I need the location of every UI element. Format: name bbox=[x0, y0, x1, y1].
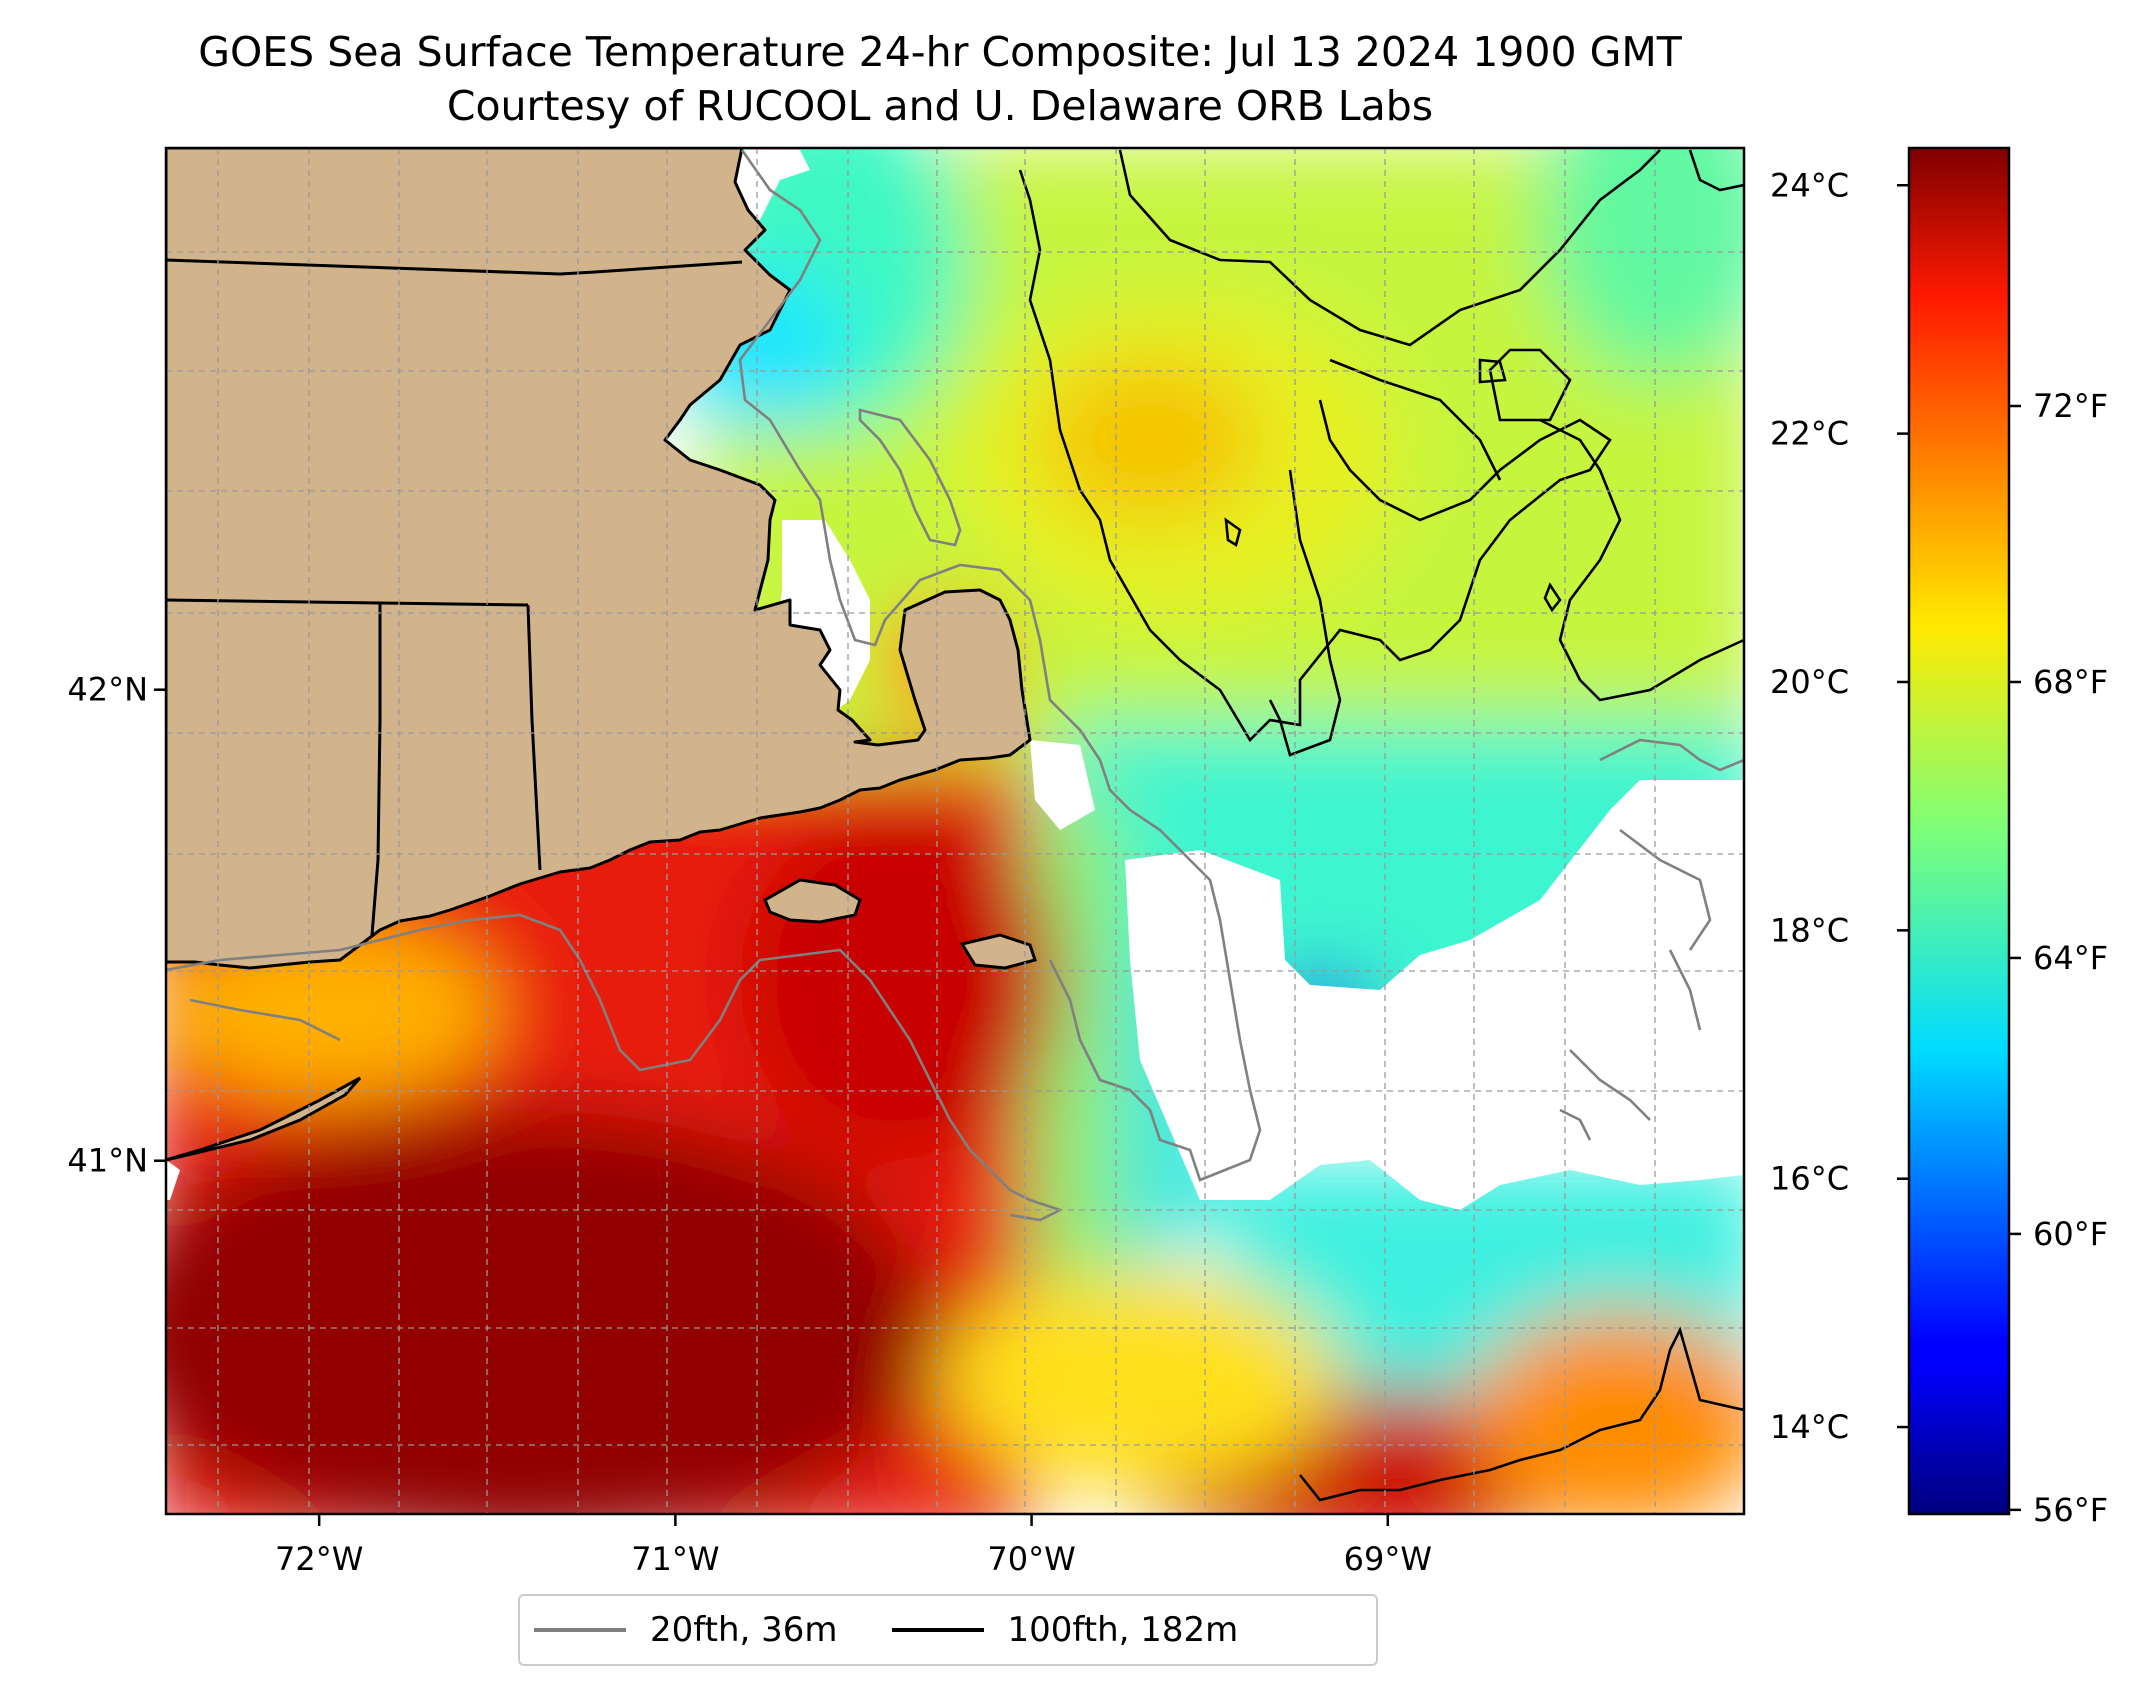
sst-yellow-band bbox=[940, 1270, 1340, 1490]
legend-item-100fth: 100fth, 182m bbox=[891, 1610, 1239, 1650]
map-title: GOES Sea Surface Temperature 24-hr Compo… bbox=[198, 28, 1682, 76]
celsius-tick-label: 24°C bbox=[1770, 166, 1849, 204]
legend-line-20fth bbox=[534, 1628, 626, 1632]
fahrenheit-tick-group: 72°F 68°F 64°F 60°F 56°F bbox=[2009, 387, 2108, 1529]
legend-item-20fth: 20fth, 36m bbox=[534, 1610, 838, 1650]
legend-label-20fth: 20fth, 36m bbox=[650, 1610, 838, 1650]
celsius-tick-group: 24°C 22°C 20°C 18°C 16°C 14°C bbox=[1770, 166, 1909, 1446]
legend-label-100fth: 100fth, 182m bbox=[1007, 1610, 1239, 1650]
celsius-tick-label: 14°C bbox=[1770, 1408, 1849, 1446]
sst-warm-core-south bbox=[166, 1110, 940, 1514]
fahrenheit-tick-label: 60°F bbox=[2033, 1215, 2108, 1253]
lon-tick-label: 70°W bbox=[987, 1540, 1075, 1578]
contour-legend: 20fth, 36m 100fth, 182m bbox=[518, 1594, 1378, 1666]
land-marthas-vineyard bbox=[763, 878, 862, 924]
gridlines bbox=[166, 148, 1744, 1514]
celsius-tick-label: 18°C bbox=[1770, 911, 1849, 949]
sst-warm-far-southeast bbox=[1470, 1310, 1744, 1514]
map-frame bbox=[164, 146, 1746, 1516]
lat-tick-group: 42°N 41°N bbox=[67, 671, 166, 1180]
land-nantucket bbox=[959, 933, 1037, 970]
contour-20fth bbox=[166, 149, 1744, 1222]
fahrenheit-tick-label: 56°F bbox=[2033, 1491, 2108, 1529]
lon-tick-label: 72°W bbox=[275, 1540, 363, 1578]
fahrenheit-tick-label: 72°F bbox=[2033, 387, 2108, 425]
land-mass bbox=[166, 148, 1032, 970]
fahrenheit-tick-label: 64°F bbox=[2033, 939, 2108, 977]
lat-tick-label: 41°N bbox=[67, 1142, 148, 1180]
sst-warm-spot bbox=[1040, 360, 1260, 520]
lon-tick-label: 69°W bbox=[1344, 1540, 1432, 1578]
map-subtitle: Courtesy of RUCOOL and U. Delaware ORB L… bbox=[446, 82, 1434, 130]
lat-tick-label: 42°N bbox=[67, 671, 148, 709]
lon-tick-group: 72°W 71°W 70°W 69°W bbox=[275, 1514, 1432, 1578]
legend-line-100fth bbox=[891, 1628, 984, 1632]
celsius-tick-label: 22°C bbox=[1770, 415, 1849, 453]
celsius-tick-label: 16°C bbox=[1770, 1160, 1849, 1198]
sst-cool-northeast bbox=[1540, 148, 1744, 380]
fahrenheit-tick-label: 68°F bbox=[2033, 663, 2108, 701]
colorbar bbox=[1909, 148, 2009, 1514]
celsius-tick-label: 20°C bbox=[1770, 663, 1849, 701]
land-long-island bbox=[166, 1076, 362, 1162]
colorbar-frame bbox=[1907, 146, 2011, 1516]
lon-tick-label: 71°W bbox=[631, 1540, 719, 1578]
